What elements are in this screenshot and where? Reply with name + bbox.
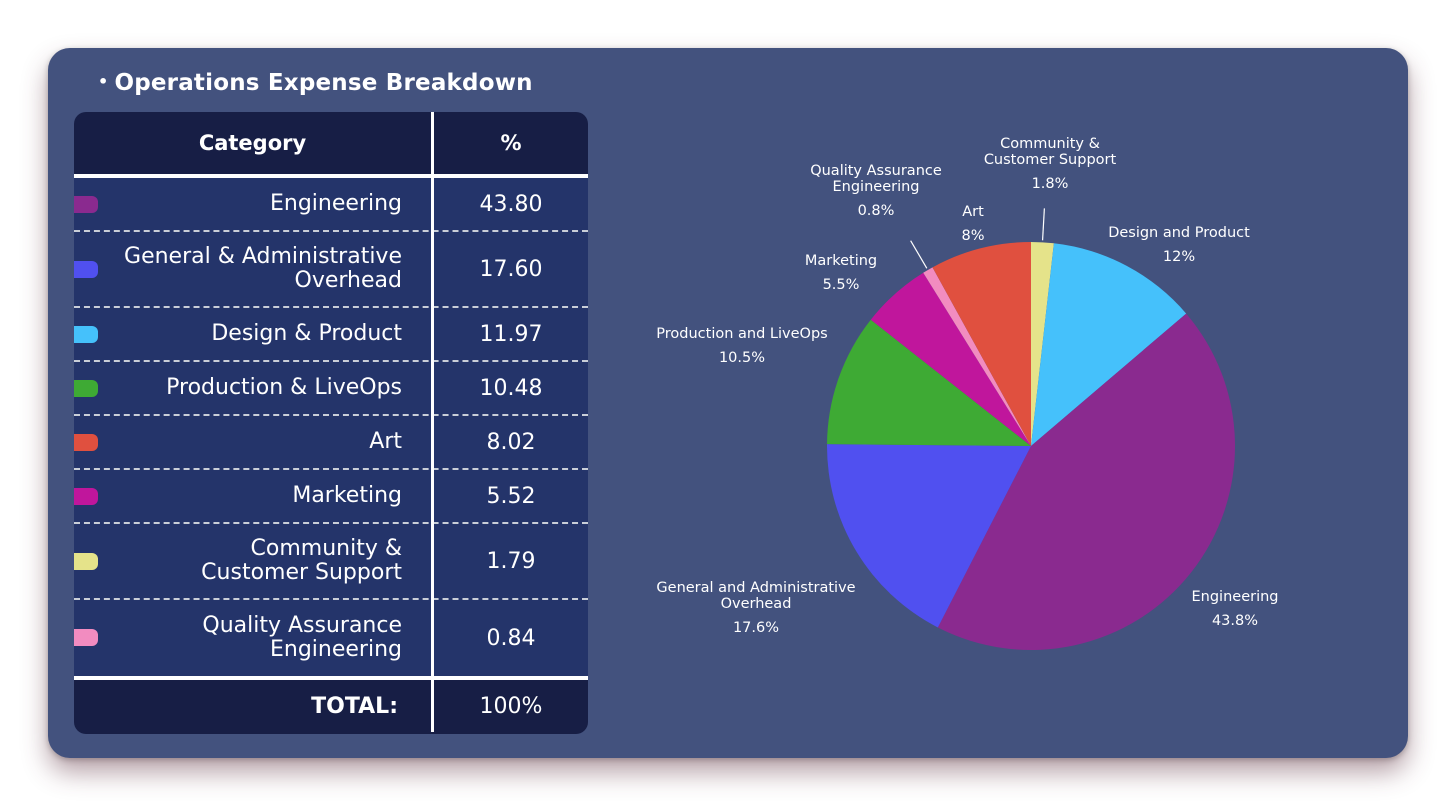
legend-swatch [74,195,98,213]
expense-table: Category % Engineering 43.80 General & Adm… [74,112,588,734]
category-name: Quality Assurance Engineering [82,600,402,676]
percent-value: 17.60 [479,256,543,282]
category-name-line: Engineering [270,191,402,216]
category-name-line: Quality Assurance [202,613,402,638]
legend-swatch [74,379,98,397]
pie-leader-lines [910,208,1045,269]
category-name: General & Administrative Overhead [82,232,402,306]
pie-slice-community [1031,242,1054,446]
category-name-line: Art [369,429,402,454]
slice-label-community: Community & Customer Support 1.8% [984,136,1117,192]
slice-label-art: Art 8% [961,204,984,244]
slice-label-line: Design and Product [1108,225,1250,241]
table-row: Production & LiveOps 10.48 [74,362,588,416]
slice-label-line: Overhead [721,596,792,612]
slice-label-general-admin: General and Administrative Overhead 17.6% [656,580,855,636]
category-name: Production & LiveOps [82,362,402,414]
bullet-icon: • [98,72,109,91]
slice-label-line: Engineering [1192,589,1279,605]
pie-slice-qa [923,267,1031,446]
table-row: Marketing 5.52 [74,470,588,524]
table-row: Quality Assurance Engineering 0.84 [74,600,588,676]
legend-swatch [74,433,98,451]
category-name: Design & Product [82,308,402,360]
table-row: Art 8.02 [74,416,588,470]
category-name: Art [82,416,402,468]
pie-slice-design [1031,243,1187,446]
slice-percent: 1.8% [1032,176,1069,192]
header-separator [74,174,588,178]
leader-line [910,240,928,269]
slice-label-line: Art [962,204,984,220]
category-name: Community & Customer Support [82,524,402,598]
category-name-line: Customer Support [201,560,402,585]
slice-percent: 12% [1163,249,1195,265]
slice-label-line: Engineering [833,179,920,195]
legend-swatch [74,325,98,343]
pie-slice-general-admin [827,444,1031,628]
percent-value: 11.97 [479,321,543,347]
footer-separator [74,676,588,680]
slice-percent: 10.5% [719,350,765,366]
page-title: • Operations Expense Breakdown [98,70,533,96]
legend-swatch [74,260,98,278]
category-name-line: Production & LiveOps [166,375,402,400]
legend-swatch [74,487,98,505]
leader-line [1041,208,1045,241]
category-name-line: Design & Product [211,321,402,346]
table-header: Category % [74,112,588,174]
legend-swatch [74,552,98,570]
category-name-line: Marketing [292,483,402,508]
category-name: Engineering [82,178,402,230]
percent-value: 0.84 [486,625,536,651]
category-name-line: Overhead [294,268,402,293]
category-name-line: General & Administrative [124,244,402,269]
slice-percent: 0.8% [858,203,895,219]
pie-slice-production [827,319,1031,446]
slice-label-line: Quality Assurance [810,163,942,179]
title-text: Operations Expense Breakdown [114,70,533,96]
table-body: Engineering 43.80 General & Administrative… [74,178,588,676]
percent-value: 10.48 [479,375,543,401]
table-row: Community & Customer Support 1.79 [74,524,588,600]
slice-label-marketing: Marketing 5.5% [805,253,877,293]
column-divider [431,112,434,732]
slice-label-production: Production and LiveOps 10.5% [656,326,827,366]
slice-label-line: General and Administrative [656,580,855,596]
slice-label-qa: Quality Assurance Engineering 0.8% [810,163,942,219]
percent-value: 8.02 [486,429,536,455]
slice-percent: 43.8% [1212,613,1258,629]
pie-slice-marketing [870,272,1031,446]
percent-value: 43.80 [479,191,543,217]
slice-label-line: Marketing [805,253,877,269]
category-name-line: Community & [250,536,402,561]
total-label: TOTAL: [311,694,398,719]
table-row: General & Administrative Overhead 17.60 [74,232,588,308]
slice-label-line: Customer Support [984,152,1117,168]
header-category: Category [198,131,307,155]
total-value: 100% [479,694,543,719]
pie-labels: Community & Customer Support 1.8% Design an… [656,136,1278,636]
table-row: Engineering 43.80 [74,178,588,232]
pie-slice-art [932,242,1031,446]
percent-value: 5.52 [486,483,536,509]
slice-label-design: Design and Product 12% [1108,225,1250,265]
category-name: Marketing [82,470,402,522]
table-row: Design & Product 11.97 [74,308,588,362]
slice-percent: 5.5% [823,277,860,293]
slice-label-line: Community & [1000,136,1100,152]
pie-slice-engineering [937,313,1235,651]
pie-slices [827,242,1235,651]
percent-value: 1.79 [486,548,536,574]
legend-swatch [74,628,98,646]
slice-label-line: Production and LiveOps [656,326,827,342]
slice-percent: 17.6% [733,620,779,636]
header-percent: % [500,131,522,155]
slice-percent: 8% [961,228,984,244]
category-name-line: Engineering [270,637,402,662]
slice-label-engineering: Engineering 43.8% [1192,589,1279,629]
table-footer: TOTAL: 100% [74,680,588,734]
